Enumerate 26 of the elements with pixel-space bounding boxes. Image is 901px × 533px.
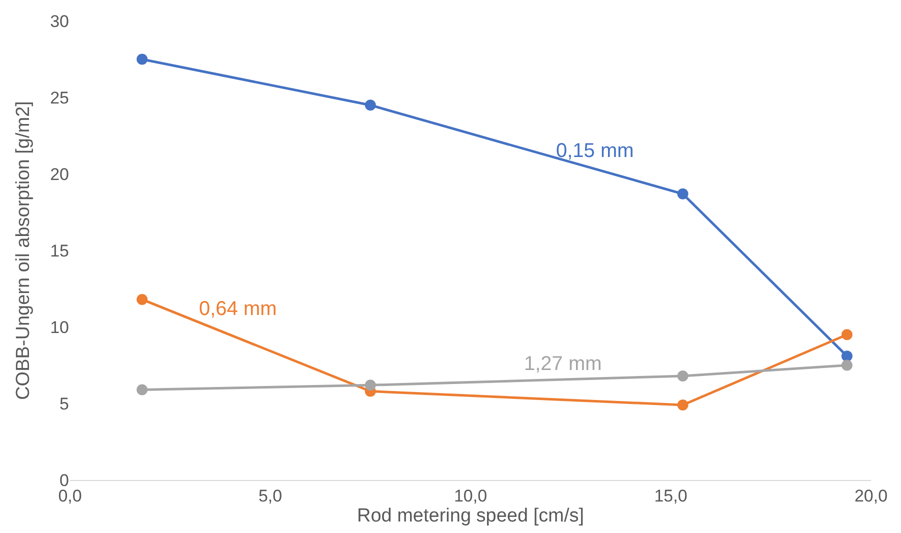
x-axis-title: Rod metering speed [cm/s] [356,505,584,526]
y-tick-label: 5 [60,394,69,414]
y-tick-label: 10 [50,318,69,337]
series-label: 0,15 mm [556,140,634,162]
y-tick-label: 20 [50,164,69,184]
point [364,100,376,111]
x-tick-label: 20,0 [854,486,888,506]
point [841,360,852,371]
y-tick-label: 25 [50,88,69,108]
series-label: 1,27 mm [524,353,602,375]
x-tick-label: 15,0 [654,486,688,506]
y-tick-label: 30 [50,12,69,31]
point [136,54,148,65]
y-tick-label: 15 [50,241,69,260]
point [677,370,688,382]
series-label: 0,64 mm [199,298,277,320]
x-tick-label: 10,0 [454,486,488,506]
point [136,384,148,396]
point [841,329,852,340]
point [677,400,688,411]
y-axis-title: COBB-Ungern oil absorption [g/m2] [12,101,34,400]
point [364,380,376,391]
x-tick-label: 5,0 [258,486,282,506]
point [136,294,148,305]
point [677,188,688,200]
point [841,350,852,362]
